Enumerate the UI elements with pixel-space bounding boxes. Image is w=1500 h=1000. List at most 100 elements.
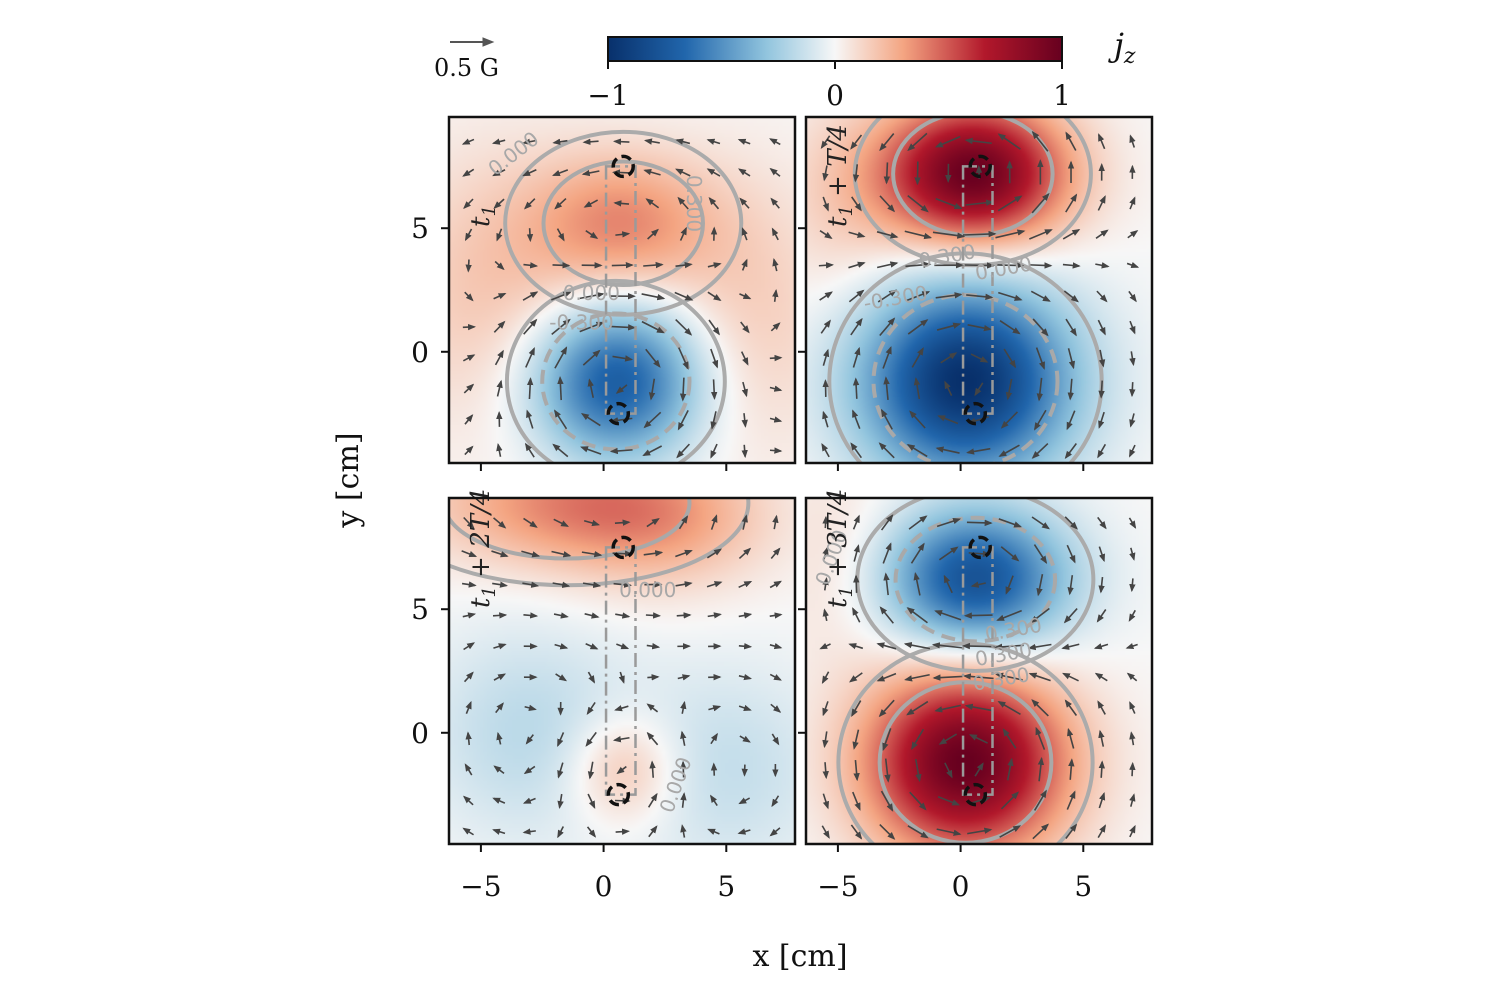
quiver-arrow [966,519,993,527]
quiver-arrow [493,320,506,333]
quiver-arrow [1031,192,1050,214]
quiver-arrow [935,197,963,210]
quiver-arrow [932,231,966,239]
quiver-arrow [1064,443,1077,460]
quiver-arrow [936,828,962,836]
quiver-arrow [913,572,921,596]
quiver-arrow [495,702,504,714]
quiver-key: 0.5 G [434,37,499,82]
quiver-arrow [580,413,601,427]
quiver-arrow [465,259,472,273]
quiver-arrow [675,581,693,588]
quiver-arrow [1127,230,1139,239]
probe-outline [961,546,994,796]
quiver-arrow [740,351,749,366]
quiver-arrow [1098,791,1106,809]
quiver-arrow [1098,729,1105,747]
quiver-arrow [493,292,507,300]
quiver-arrow [741,258,748,271]
quiver-arrow [552,262,571,269]
quiver-arrow [523,612,539,619]
quiver-arrow [1128,609,1136,622]
quiver-arrow [1065,823,1078,839]
quiver-arrow [1064,516,1078,530]
quiver-arrow [999,320,1021,335]
panel-label: t1 + 2T/4 [466,489,500,608]
quiver-arrow [1029,262,1053,269]
quiver-arrow [462,795,474,806]
quiver-arrow [676,612,692,619]
quiver-arrow [853,574,860,593]
quiver-arrow [674,291,694,301]
colorbar-label-main: j [1108,26,1124,64]
x-tick-label: −5 [817,870,858,903]
quiver-arrow [770,322,781,332]
panel-frame [804,115,1154,465]
quiver-arrow [853,760,860,782]
quiver-arrow [739,735,751,743]
quiver-arrows [461,138,783,459]
quiver-arrow [879,195,896,213]
quiver-arrow [1000,791,1020,810]
quiver-arrow [706,138,721,145]
contour-line-zero [504,278,727,463]
quiver-arrow [911,347,924,368]
quiver-arrow [883,162,891,185]
quiver-arrow [710,348,719,369]
quiver-arrow [737,138,751,145]
quiver-arrow [1097,700,1106,715]
quiver-arrow [907,132,928,152]
quiver-arrow [615,612,631,619]
quiver-arrow [553,518,570,527]
quiver-arrow [707,612,722,619]
quiver-arrow [821,671,830,685]
quiver-arrow [738,797,751,805]
quiver-arrow [1098,546,1106,563]
quiver-arrow [1002,728,1017,749]
panel-label: t1 [466,205,500,227]
quiver-arrow [463,516,475,530]
quiver-arrow [996,262,1025,269]
quiver-arrow [1067,575,1074,596]
quiver-arrow [1063,290,1079,303]
quiver-arrow [464,763,473,776]
quiver-arrow [820,135,831,149]
y-tick-label: 5 [411,212,429,245]
quiver-arrow [496,228,503,242]
quiver-arrow [491,138,506,145]
quiver-arrow [876,261,899,269]
quiver-arrow [769,167,781,177]
quiver-arrow [822,546,829,560]
quiver-arrows [818,130,1140,460]
quiver-arrow [579,292,605,300]
quiver-arrow [848,289,865,303]
quiver-arrow [1067,378,1074,401]
quiver-arrow [1006,757,1014,781]
quiver-arrow [1129,793,1136,807]
quiver-arrow [680,760,687,778]
quiver-arrow [931,642,964,649]
quiver-arrow [465,700,472,715]
quiver-arrow [878,699,895,718]
quiver-arrow [935,446,960,454]
probe-marker [963,782,988,807]
quiver-arrow [680,730,687,746]
y-tick-label: 0 [411,336,429,369]
quiver-arrow [557,732,565,748]
quiver-arrow [522,828,536,835]
quiver-arrow [582,138,599,145]
quiver-arrow [1126,261,1140,269]
quiver-arrow [739,197,750,209]
quiver-arrow [1033,544,1048,564]
panel-label-sub: 1 [836,205,857,216]
quiver-arrow [880,790,894,812]
quiver-arrow [1035,347,1045,370]
quiver-arrow [614,705,629,712]
quiver-arrow [554,643,569,650]
panel-label: t1 + T/4 [823,124,857,227]
quiver-arrow [937,796,961,806]
quiver-arrow [882,345,892,369]
colorbar-label-sub: z [1123,44,1136,69]
quiver-arrow [738,168,751,177]
